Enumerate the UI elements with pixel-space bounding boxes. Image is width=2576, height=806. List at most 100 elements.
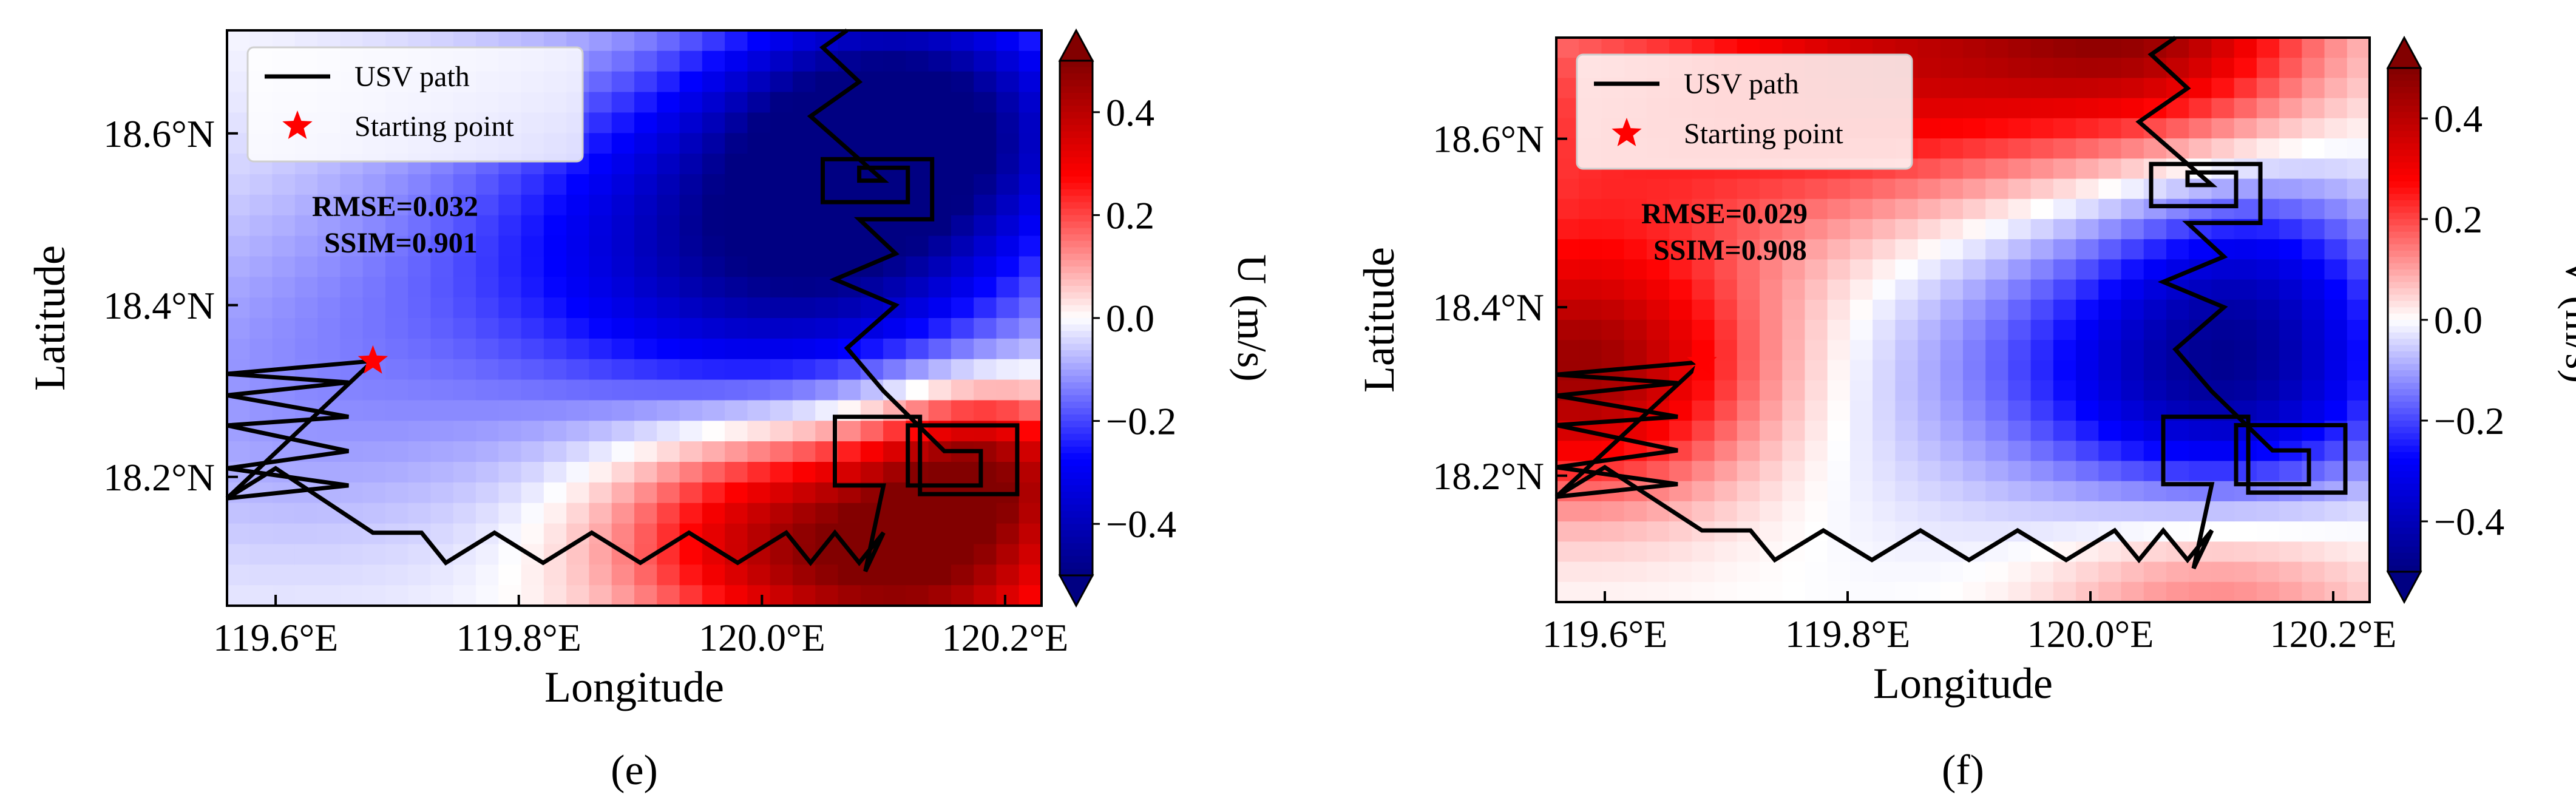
heatmap-cell: [1849, 299, 1874, 320]
heatmap-cell: [2302, 98, 2325, 119]
heatmap-cell: [272, 523, 296, 545]
heatmap-cell: [679, 215, 703, 237]
colorbar-segment: [1060, 543, 1093, 550]
heatmap-cell: [2324, 541, 2348, 563]
colorbar-segment: [2388, 458, 2421, 466]
heatmap-cell: [792, 297, 816, 319]
colorbar-segment: [2388, 112, 2421, 119]
heatmap-cell: [2211, 158, 2235, 180]
heatmap-cell: [2302, 360, 2325, 381]
heatmap-cell: [408, 194, 432, 216]
heatmap-cell: [1019, 50, 1042, 72]
heatmap-cell: [2256, 78, 2280, 99]
heatmap-cell: [2053, 581, 2077, 603]
heatmap-cell: [747, 359, 771, 381]
heatmap-cell: [792, 256, 816, 278]
heatmap-cell: [792, 564, 816, 586]
colorbar-segment: [1060, 61, 1093, 68]
heatmap-cell: [2076, 299, 2100, 320]
heatmap-cell: [317, 544, 341, 566]
heatmap-cell: [679, 30, 703, 52]
heatmap-cell: [2347, 279, 2370, 300]
heatmap-cell: [2076, 360, 2100, 381]
heatmap-cell: [2098, 340, 2122, 361]
heatmap-cell: [1782, 481, 1806, 502]
legend-star-swatch: [1612, 118, 1642, 146]
heatmap-cell: [996, 30, 1020, 52]
colorbar-segment: [1060, 228, 1093, 235]
colorbar-segment: [1060, 350, 1093, 357]
heatmap-cell: [2347, 541, 2370, 563]
heatmap-cell: [1940, 38, 1964, 59]
heatmap-cell: [2008, 320, 2032, 341]
heatmap-cell: [2008, 178, 2032, 200]
heatmap-cell: [2256, 400, 2280, 422]
heatmap-cell: [883, 50, 907, 72]
heatmap-cell: [974, 50, 997, 72]
heatmap-cell: [634, 92, 658, 113]
heatmap-cell: [453, 379, 477, 401]
heatmap-cell: [1827, 360, 1851, 381]
heatmap-cell: [860, 441, 884, 462]
heatmap-cell: [1805, 279, 1828, 300]
heatmap-cell: [1985, 138, 2009, 160]
heatmap-cell: [1737, 461, 1760, 482]
heatmap-cell: [1805, 259, 1828, 280]
heatmap-cell: [747, 338, 771, 360]
heatmap-cell: [996, 544, 1020, 566]
heatmap-cell: [702, 318, 726, 339]
heatmap-cell: [2189, 441, 2212, 462]
heatmap-cell: [1940, 340, 1964, 361]
heatmap-cell: [1849, 441, 1874, 462]
heatmap-cell: [2211, 78, 2235, 99]
heatmap-cell: [2324, 178, 2348, 200]
heatmap-cell: [227, 297, 251, 319]
heatmap-cell: [2008, 400, 2032, 422]
heatmap-cell: [543, 400, 568, 422]
heatmap-cell: [1556, 218, 1580, 240]
heatmap-cell: [2324, 78, 2348, 99]
heatmap-cell: [2211, 138, 2235, 160]
heatmap-cell: [2121, 360, 2144, 381]
colorbar-segment: [2388, 80, 2421, 88]
heatmap-cell: [951, 462, 975, 483]
colorbar-segment: [1060, 125, 1093, 132]
heatmap-cell: [1917, 461, 1941, 482]
heatmap-cell: [611, 359, 635, 381]
heatmap-cell: [725, 421, 748, 442]
heatmap-cell: [860, 71, 884, 93]
heatmap-cell: [2076, 58, 2100, 79]
heatmap-cell: [589, 462, 612, 483]
heatmap-cell: [2121, 279, 2144, 300]
heatmap-cell: [453, 194, 477, 216]
heatmap-cell: [1917, 58, 1941, 79]
heatmap-cell: [2143, 360, 2167, 381]
heatmap-cell: [702, 133, 726, 155]
heatmap-cell: [725, 379, 748, 401]
heatmap-cell: [815, 338, 839, 360]
heatmap-cell: [2076, 581, 2100, 603]
heatmap-cell: [928, 297, 952, 319]
heatmap-cell: [838, 503, 861, 524]
colorbar-segment: [2388, 401, 2421, 409]
heatmap-cell: [566, 441, 590, 462]
heatmap-cell: [1714, 279, 1738, 300]
heatmap-cell: [657, 297, 680, 319]
colorbar-segment: [1060, 537, 1093, 544]
colorbar-segment: [1060, 395, 1093, 402]
heatmap-cell: [657, 92, 680, 113]
colorbar-segment: [1060, 80, 1093, 87]
heatmap-cell: [679, 421, 703, 442]
heatmap-cell: [951, 338, 975, 360]
heatmap-cell: [385, 564, 409, 586]
heatmap-cell: [702, 462, 726, 483]
heatmap-cell: [2347, 299, 2370, 320]
heatmap-cell: [951, 359, 975, 381]
heatmap-cell: [453, 338, 477, 360]
heatmap-cell: [1737, 340, 1760, 361]
heatmap-cell: [453, 256, 477, 278]
heatmap-cell: [702, 154, 726, 175]
heatmap-cell: [566, 585, 590, 606]
heatmap-cell: [521, 421, 544, 442]
heatmap-cell: [657, 421, 680, 442]
